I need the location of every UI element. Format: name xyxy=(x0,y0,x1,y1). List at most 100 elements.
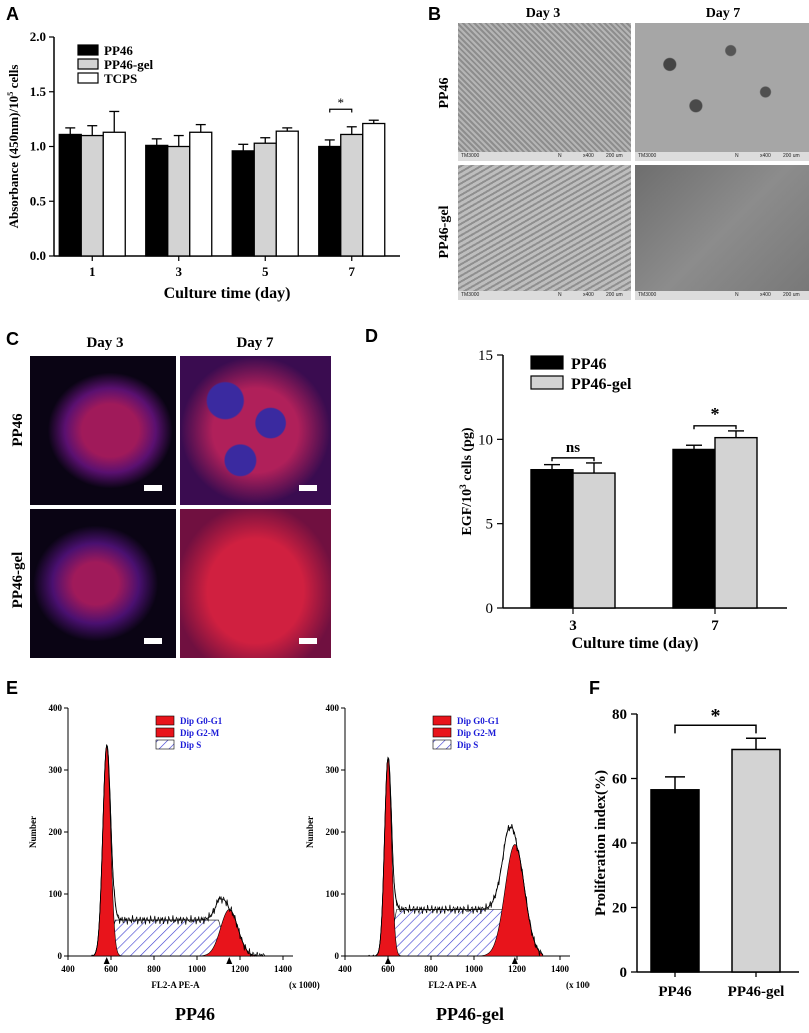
bar xyxy=(167,145,191,257)
legend-swatch xyxy=(432,715,452,726)
legend-swatch xyxy=(530,355,564,370)
legend-label: PP46 xyxy=(104,43,133,58)
c-row-pp46gel: PP46-gel xyxy=(10,552,26,609)
y-tick-label: 0 xyxy=(620,965,628,981)
bar xyxy=(253,142,277,257)
legend-label: PP46-gel xyxy=(571,376,632,393)
legend-label: PP46-gel xyxy=(104,57,153,72)
b-row-pp46gel: PP46-gel xyxy=(437,205,452,258)
legend-label: PP46 xyxy=(571,356,607,373)
x-tick-label: PP46 xyxy=(658,984,692,1000)
y-tick-label: 2.0 xyxy=(30,29,46,44)
scale-bar xyxy=(299,485,317,491)
significance-marker: * xyxy=(711,404,720,424)
b-row-pp46: PP46 xyxy=(437,77,452,108)
x-axis-label: Culture time (day) xyxy=(572,635,699,652)
peak-marker xyxy=(385,957,391,964)
legend-label: TCPS xyxy=(104,71,137,86)
bar xyxy=(275,130,299,257)
scale-bar xyxy=(144,638,162,644)
x-axis-unit: (x 1000) xyxy=(566,980,590,990)
legend-swatch xyxy=(432,739,452,750)
legend-swatch xyxy=(155,727,175,738)
y-tick-label: 200 xyxy=(326,827,340,837)
legend-swatch xyxy=(77,58,99,70)
legend-label: Dip G0-G1 xyxy=(457,716,500,726)
y-tick-label: 40 xyxy=(612,836,627,852)
legend-swatch xyxy=(155,715,175,726)
x-axis-label: FL2-A PE-A xyxy=(428,980,477,990)
y-tick-label: 300 xyxy=(326,765,340,775)
legend-label: Dip S xyxy=(180,740,201,750)
x-tick-label: 3 xyxy=(176,264,183,279)
legend-swatch xyxy=(77,72,99,84)
bar xyxy=(731,748,781,973)
y-tick-label: 100 xyxy=(326,889,340,899)
x-tick-label: 600 xyxy=(381,964,395,974)
y-axis-label: EGF/103 cells (pg) xyxy=(458,427,475,535)
y-tick-label: 0 xyxy=(58,951,63,961)
bar xyxy=(672,448,716,609)
significance-marker: * xyxy=(338,95,345,110)
x-tick-label: 1400 xyxy=(551,964,570,974)
panel-f: F 0 20 40 60 80 PP46 PP46-gel * Proliferation in… xyxy=(589,678,799,1000)
y-axis-label: Proliferation index(%) xyxy=(593,770,609,916)
x-tick-label: 7 xyxy=(349,264,356,279)
bar xyxy=(530,468,574,609)
x-tick-label: 800 xyxy=(147,964,161,974)
chart-d: 0 5 10 15 3 7 ns * PP46 PP46-gel EGF/103 cells (pg… xyxy=(458,348,787,652)
y-axis-label: Number xyxy=(28,816,38,848)
x-axis-unit: (x 1000) xyxy=(289,980,320,990)
legend-swatch xyxy=(530,375,564,390)
histogram-trace xyxy=(366,757,544,957)
legend-label: Dip S xyxy=(457,740,478,750)
y-axis-label: Absorbance (450nm)/105 cells xyxy=(5,65,21,229)
legend-swatch xyxy=(155,739,175,750)
y-tick-label: 200 xyxy=(49,827,63,837)
x-tick-label: 600 xyxy=(104,964,118,974)
x-tick-label: 1 xyxy=(89,264,96,279)
x-tick-label: 7 xyxy=(711,618,719,634)
histogram-title-pp46: PP46 xyxy=(175,1004,215,1024)
significance-bracket xyxy=(551,457,595,462)
y-tick-label: 20 xyxy=(612,901,627,917)
y-tick-label: 60 xyxy=(612,772,627,788)
bar xyxy=(58,133,82,257)
confocal-image-pp46-day7 xyxy=(180,356,331,505)
confocal-image-pp46gel-day3 xyxy=(30,509,176,658)
y-tick-label: 300 xyxy=(49,765,63,775)
x-tick-label: PP46-gel xyxy=(728,984,785,1000)
scale-bar xyxy=(144,485,162,491)
b-col-day3: Day 3 xyxy=(526,6,561,21)
panel-label-a: A xyxy=(6,4,19,24)
y-tick-label: 400 xyxy=(326,703,340,713)
y-tick-label: 0 xyxy=(486,601,494,617)
panel-c: C Day 3 Day 7 PP46 PP46-gel xyxy=(0,325,345,660)
histogram-pp46gel: 0 100 200 300 400 400 600 800 1000 1200 1400 Number… xyxy=(305,703,590,990)
y-tick-label: 10 xyxy=(478,432,493,448)
bar xyxy=(572,472,616,609)
bar xyxy=(340,133,364,257)
bar xyxy=(102,131,126,257)
c-col-day3: Day 3 xyxy=(86,335,123,351)
peak-marker xyxy=(511,957,518,964)
significance-bracket xyxy=(329,108,353,113)
c-row-pp46: PP46 xyxy=(10,413,26,447)
y-tick-label: 100 xyxy=(49,889,63,899)
scale-bar xyxy=(299,638,317,644)
confocal-image-pp46-day3 xyxy=(30,356,176,505)
y-tick-label: 80 xyxy=(612,707,627,723)
y-tick-label: 0 xyxy=(335,951,340,961)
legend-label: Dip G2-M xyxy=(180,728,220,738)
y-tick-label: 15 xyxy=(478,348,493,364)
y-tick-label: 400 xyxy=(49,703,63,713)
legend-swatch xyxy=(432,727,452,738)
peak-marker xyxy=(226,957,233,964)
